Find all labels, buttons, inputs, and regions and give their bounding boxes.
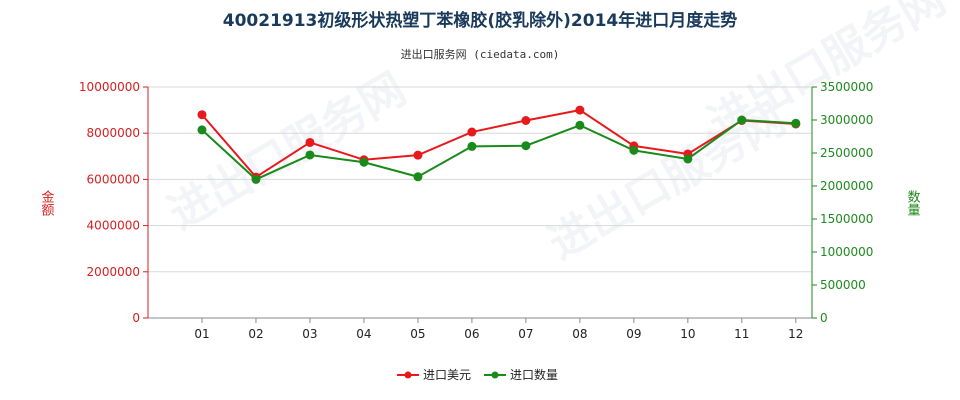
series-quantity: [197, 115, 801, 184]
left-tick-label: 4000000: [87, 219, 140, 233]
x-tick-label: 07: [518, 327, 533, 341]
right-tick-label: 2500000: [820, 146, 873, 160]
legend-item[interactable]: 进口数量: [484, 367, 558, 382]
x-tick-label: 08: [572, 327, 587, 341]
data-point[interactable]: [467, 127, 477, 137]
x-tick-label: 05: [410, 327, 425, 341]
data-point[interactable]: [197, 125, 207, 135]
right-tick-label: 3500000: [820, 80, 873, 94]
svg-text:进出口服务网: 进出口服务网: [160, 63, 414, 239]
axes: [147, 87, 813, 319]
data-point[interactable]: [575, 105, 585, 115]
chart-subtitle: 进出口服务网 (ciedata.com): [401, 47, 560, 61]
x-tick-label: 06: [464, 327, 479, 341]
right-axis-title: 数量: [905, 190, 921, 216]
svg-text:进出口服务网: 进出口服务网: [700, 0, 954, 150]
left-axis-ticks: 0 2000000 4000000 6000000 8000000 10000000: [79, 80, 148, 325]
series-line: [201, 118, 796, 181]
left-tick-label: 10000000: [79, 80, 140, 94]
x-tick-label: 10: [680, 327, 695, 341]
data-point[interactable]: [359, 157, 369, 167]
data-point[interactable]: [413, 172, 423, 182]
legend-item[interactable]: 进口美元: [397, 368, 471, 382]
left-tick-label: 8000000: [87, 126, 140, 140]
right-tick-label: 0: [820, 311, 828, 325]
chart-title: 40021913初级形状热塑丁苯橡胶(胶乳除外)2014年进口月度走势: [223, 10, 737, 31]
data-point[interactable]: [305, 137, 315, 147]
x-axis-ticks: 01 02 03 04 05 06 07 08 09 10 11 12: [194, 318, 803, 341]
right-tick-label: 2000000: [820, 179, 873, 193]
right-tick-label: 500000: [820, 278, 866, 292]
series-layer: [197, 105, 801, 184]
data-point[interactable]: [737, 115, 747, 125]
data-point[interactable]: [197, 110, 207, 120]
series-line: [201, 109, 796, 179]
legend-marker: [404, 371, 412, 379]
x-tick-label: 04: [356, 327, 371, 341]
left-tick-label: 0: [132, 311, 140, 325]
data-point[interactable]: [413, 150, 423, 160]
data-point[interactable]: [467, 141, 477, 151]
right-tick-label: 1500000: [820, 212, 873, 226]
legend[interactable]: 进口美元 进口数量: [397, 367, 558, 382]
x-tick-label: 03: [302, 327, 317, 341]
right-tick-label: 1000000: [820, 245, 873, 259]
data-point[interactable]: [521, 141, 531, 151]
x-tick-label: 12: [788, 327, 803, 341]
left-axis-title: 金额: [39, 189, 55, 217]
data-point[interactable]: [521, 115, 531, 125]
right-tick-label: 3000000: [820, 113, 873, 127]
x-tick-label: 11: [734, 327, 749, 341]
data-point[interactable]: [251, 174, 261, 184]
data-point[interactable]: [629, 145, 639, 155]
right-axis-ticks: 0 500000 1000000 1500000 2000000 2500000 30000…: [812, 80, 873, 325]
data-point[interactable]: [305, 150, 315, 160]
legend-label: 进口美元: [423, 368, 471, 382]
data-point[interactable]: [791, 118, 801, 128]
left-tick-label: 2000000: [87, 265, 140, 279]
data-point[interactable]: [683, 154, 693, 164]
legend-marker: [491, 371, 499, 379]
legend-label: 进口数量: [510, 367, 558, 382]
x-tick-label: 09: [626, 327, 641, 341]
data-point[interactable]: [575, 120, 585, 130]
left-tick-label: 6000000: [87, 172, 140, 186]
x-tick-label: 01: [194, 327, 209, 341]
x-tick-label: 02: [248, 327, 263, 341]
